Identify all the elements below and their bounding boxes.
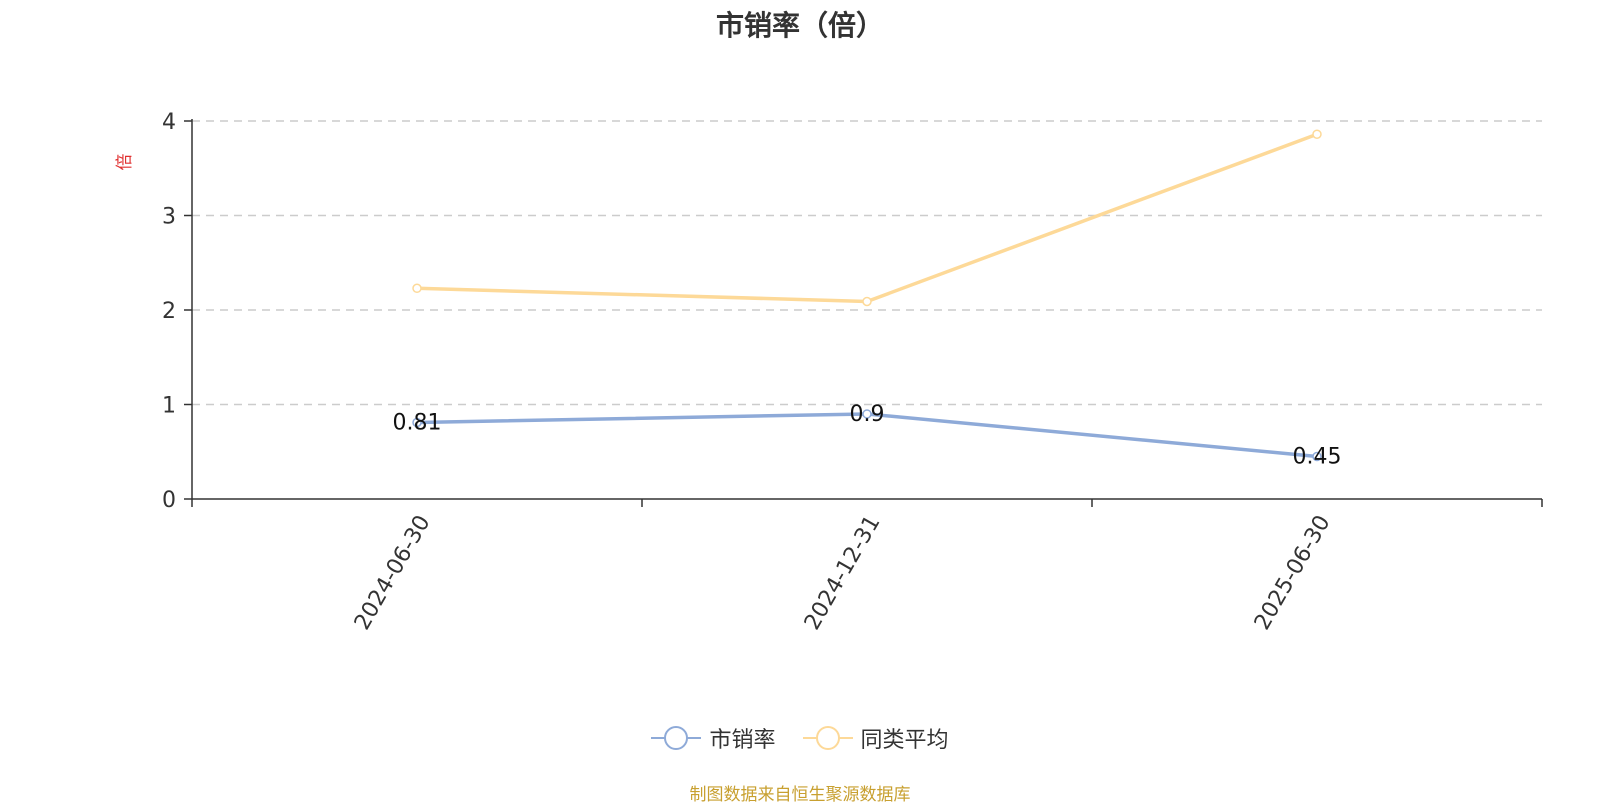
y-tick-label: 2 [162,299,176,324]
legend-label-series-1: 同类平均 [860,728,949,753]
x-tick-label: 2025-06-30 [1250,511,1336,634]
data-point[interactable] [862,409,872,419]
series-line-1 [416,132,1318,304]
legend-marker-series-0 [651,726,702,750]
y-tick-label: 4 [162,110,176,135]
source-note: 制图数据来自恒生聚源数据库 [689,785,911,805]
y-axis-label: 倍 [115,154,135,171]
data-labels: 0.81 0.9 0.45 [393,402,1342,470]
y-tick-label: 0 [162,488,176,513]
x-tick-label: 2024-06-30 [350,511,436,634]
y-tick-label: 1 [162,394,176,419]
legend-item-series-1[interactable]: 同类平均 [802,722,949,754]
chart-title: 市销率（倍） [715,9,884,42]
series [412,129,1322,462]
data-point[interactable] [1312,129,1322,139]
grid-lines [192,120,1542,406]
data-point[interactable] [412,283,422,294]
legend-item-series-0[interactable]: 市销率 [651,722,776,754]
data-point[interactable] [412,417,422,428]
legend-label-series-0: 市销率 [709,728,776,753]
data-point[interactable] [862,296,872,307]
y-tick-label: 3 [162,205,176,230]
axes: 0 1 2 3 4 2024-06-30 2024-12-31 2025-06-30 倍 [115,110,1543,634]
data-point[interactable] [1312,451,1322,462]
legend: 市销率 同类平均 [0,722,1600,758]
data-label: 0.45 [1293,444,1342,469]
legend-marker-series-1 [802,726,853,750]
data-label: 0.81 [393,410,442,435]
data-label: 0.9 [850,402,885,427]
x-tick-label: 2024-12-31 [800,511,886,634]
